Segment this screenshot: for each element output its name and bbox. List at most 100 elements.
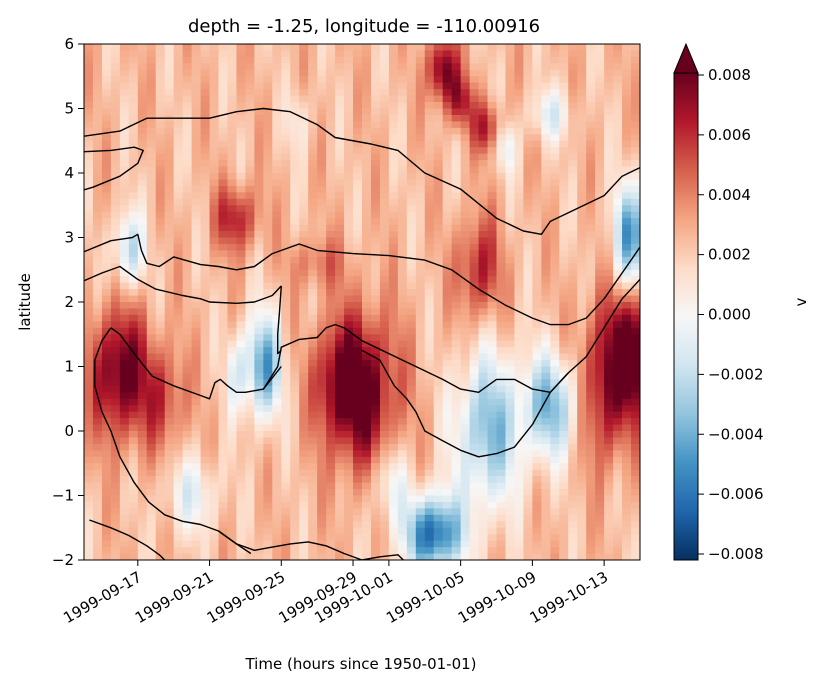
heatmap-cell <box>200 385 211 393</box>
heatmap-cell <box>353 173 363 181</box>
heatmap-cell <box>272 385 282 393</box>
heatmap-cell <box>397 527 408 535</box>
heatmap-cell <box>272 56 282 64</box>
heatmap-cell <box>92 327 103 335</box>
heatmap-cell <box>236 437 247 445</box>
heatmap-cell <box>451 495 462 503</box>
heatmap-cell <box>550 185 560 193</box>
heatmap-cell <box>613 134 623 142</box>
heatmap-cell <box>146 521 157 529</box>
heatmap-cell <box>523 102 533 110</box>
heatmap-cell <box>128 160 139 168</box>
heatmap-cell <box>505 56 516 64</box>
heatmap-cell <box>379 469 390 477</box>
heatmap-cell <box>272 243 282 251</box>
heatmap-cell <box>164 514 175 522</box>
heatmap-cell <box>433 114 444 122</box>
heatmap-cell <box>362 166 372 174</box>
heatmap-cell <box>514 211 525 219</box>
heatmap-cell <box>146 424 157 432</box>
contour-line <box>89 519 166 560</box>
heatmap-cell <box>514 160 525 168</box>
heatmap-cell <box>344 153 354 161</box>
heatmap-cell <box>514 250 525 258</box>
heatmap-cell <box>487 366 498 374</box>
heatmap-cell <box>379 205 390 213</box>
heatmap-cell <box>586 514 596 522</box>
heatmap-cell <box>415 121 426 129</box>
heatmap-cell <box>424 237 435 245</box>
heatmap-cell <box>496 482 507 490</box>
heatmap-cell <box>263 121 273 129</box>
heatmap-cell <box>469 424 480 432</box>
heatmap-cell <box>523 527 533 535</box>
heatmap-cell <box>406 495 417 503</box>
heatmap-cell <box>146 89 157 97</box>
heatmap-cell <box>200 372 211 380</box>
heatmap-cell <box>173 476 184 484</box>
heatmap-cell <box>119 192 130 200</box>
heatmap-cell <box>370 327 381 335</box>
heatmap-cell <box>451 321 462 329</box>
heatmap-cell <box>415 69 426 77</box>
heatmap-cell <box>119 385 130 393</box>
heatmap-cell <box>92 44 103 52</box>
heatmap-cell <box>388 405 399 413</box>
heatmap-cell <box>299 108 309 116</box>
heatmap-cell <box>478 243 489 251</box>
heatmap-cell <box>119 379 130 387</box>
heatmap-cell <box>388 231 399 239</box>
heatmap-cell <box>451 534 462 542</box>
heatmap-cell <box>505 398 516 406</box>
heatmap-cell <box>317 456 327 464</box>
heatmap-cell <box>514 82 525 90</box>
heatmap-cell <box>406 321 417 329</box>
heatmap-cell <box>218 282 229 290</box>
heatmap-cell <box>92 63 103 71</box>
heatmap-cell <box>236 418 247 426</box>
heatmap-cell <box>469 289 480 297</box>
contour-line <box>653 550 664 558</box>
heatmap-cell <box>353 82 363 90</box>
heatmap-cell <box>84 108 94 116</box>
heatmap-cell <box>631 302 640 310</box>
heatmap-cell <box>568 121 578 129</box>
heatmap-cell <box>370 527 381 535</box>
heatmap-cell <box>388 469 399 477</box>
heatmap-cell <box>326 327 336 335</box>
heatmap-cell <box>370 424 381 432</box>
heatmap-cell <box>353 102 363 110</box>
heatmap-cell <box>577 379 587 387</box>
heatmap-cell <box>200 501 211 509</box>
heatmap-cell <box>370 450 381 458</box>
heatmap-cell <box>227 276 238 284</box>
heatmap-cell <box>317 127 327 135</box>
heatmap-cell <box>505 44 516 52</box>
heatmap-cell <box>532 160 542 168</box>
heatmap-cell <box>532 114 542 122</box>
heatmap-cell <box>406 160 417 168</box>
heatmap-cell <box>424 372 435 380</box>
heatmap-cell <box>604 95 614 103</box>
heatmap-cell <box>200 231 211 239</box>
heatmap-cell <box>281 418 291 426</box>
heatmap-cell <box>92 431 103 439</box>
heatmap-cell <box>84 547 94 555</box>
heatmap-cell <box>496 540 507 548</box>
heatmap-cell <box>263 360 273 368</box>
heatmap-cell <box>514 224 525 232</box>
heatmap-cell <box>478 44 489 52</box>
heatmap-cell <box>263 547 273 555</box>
heatmap-cell <box>335 431 345 439</box>
heatmap-cell <box>604 108 614 116</box>
heatmap-cell <box>353 89 363 97</box>
heatmap-cell <box>173 392 184 400</box>
heatmap-cell <box>182 185 193 193</box>
heatmap-cell <box>406 192 417 200</box>
heatmap-cell <box>146 527 157 535</box>
heatmap-cell <box>128 127 139 135</box>
heatmap-cell <box>245 353 255 361</box>
heatmap-cell <box>335 450 345 458</box>
heatmap-cell <box>362 302 372 310</box>
heatmap-cell <box>415 185 426 193</box>
